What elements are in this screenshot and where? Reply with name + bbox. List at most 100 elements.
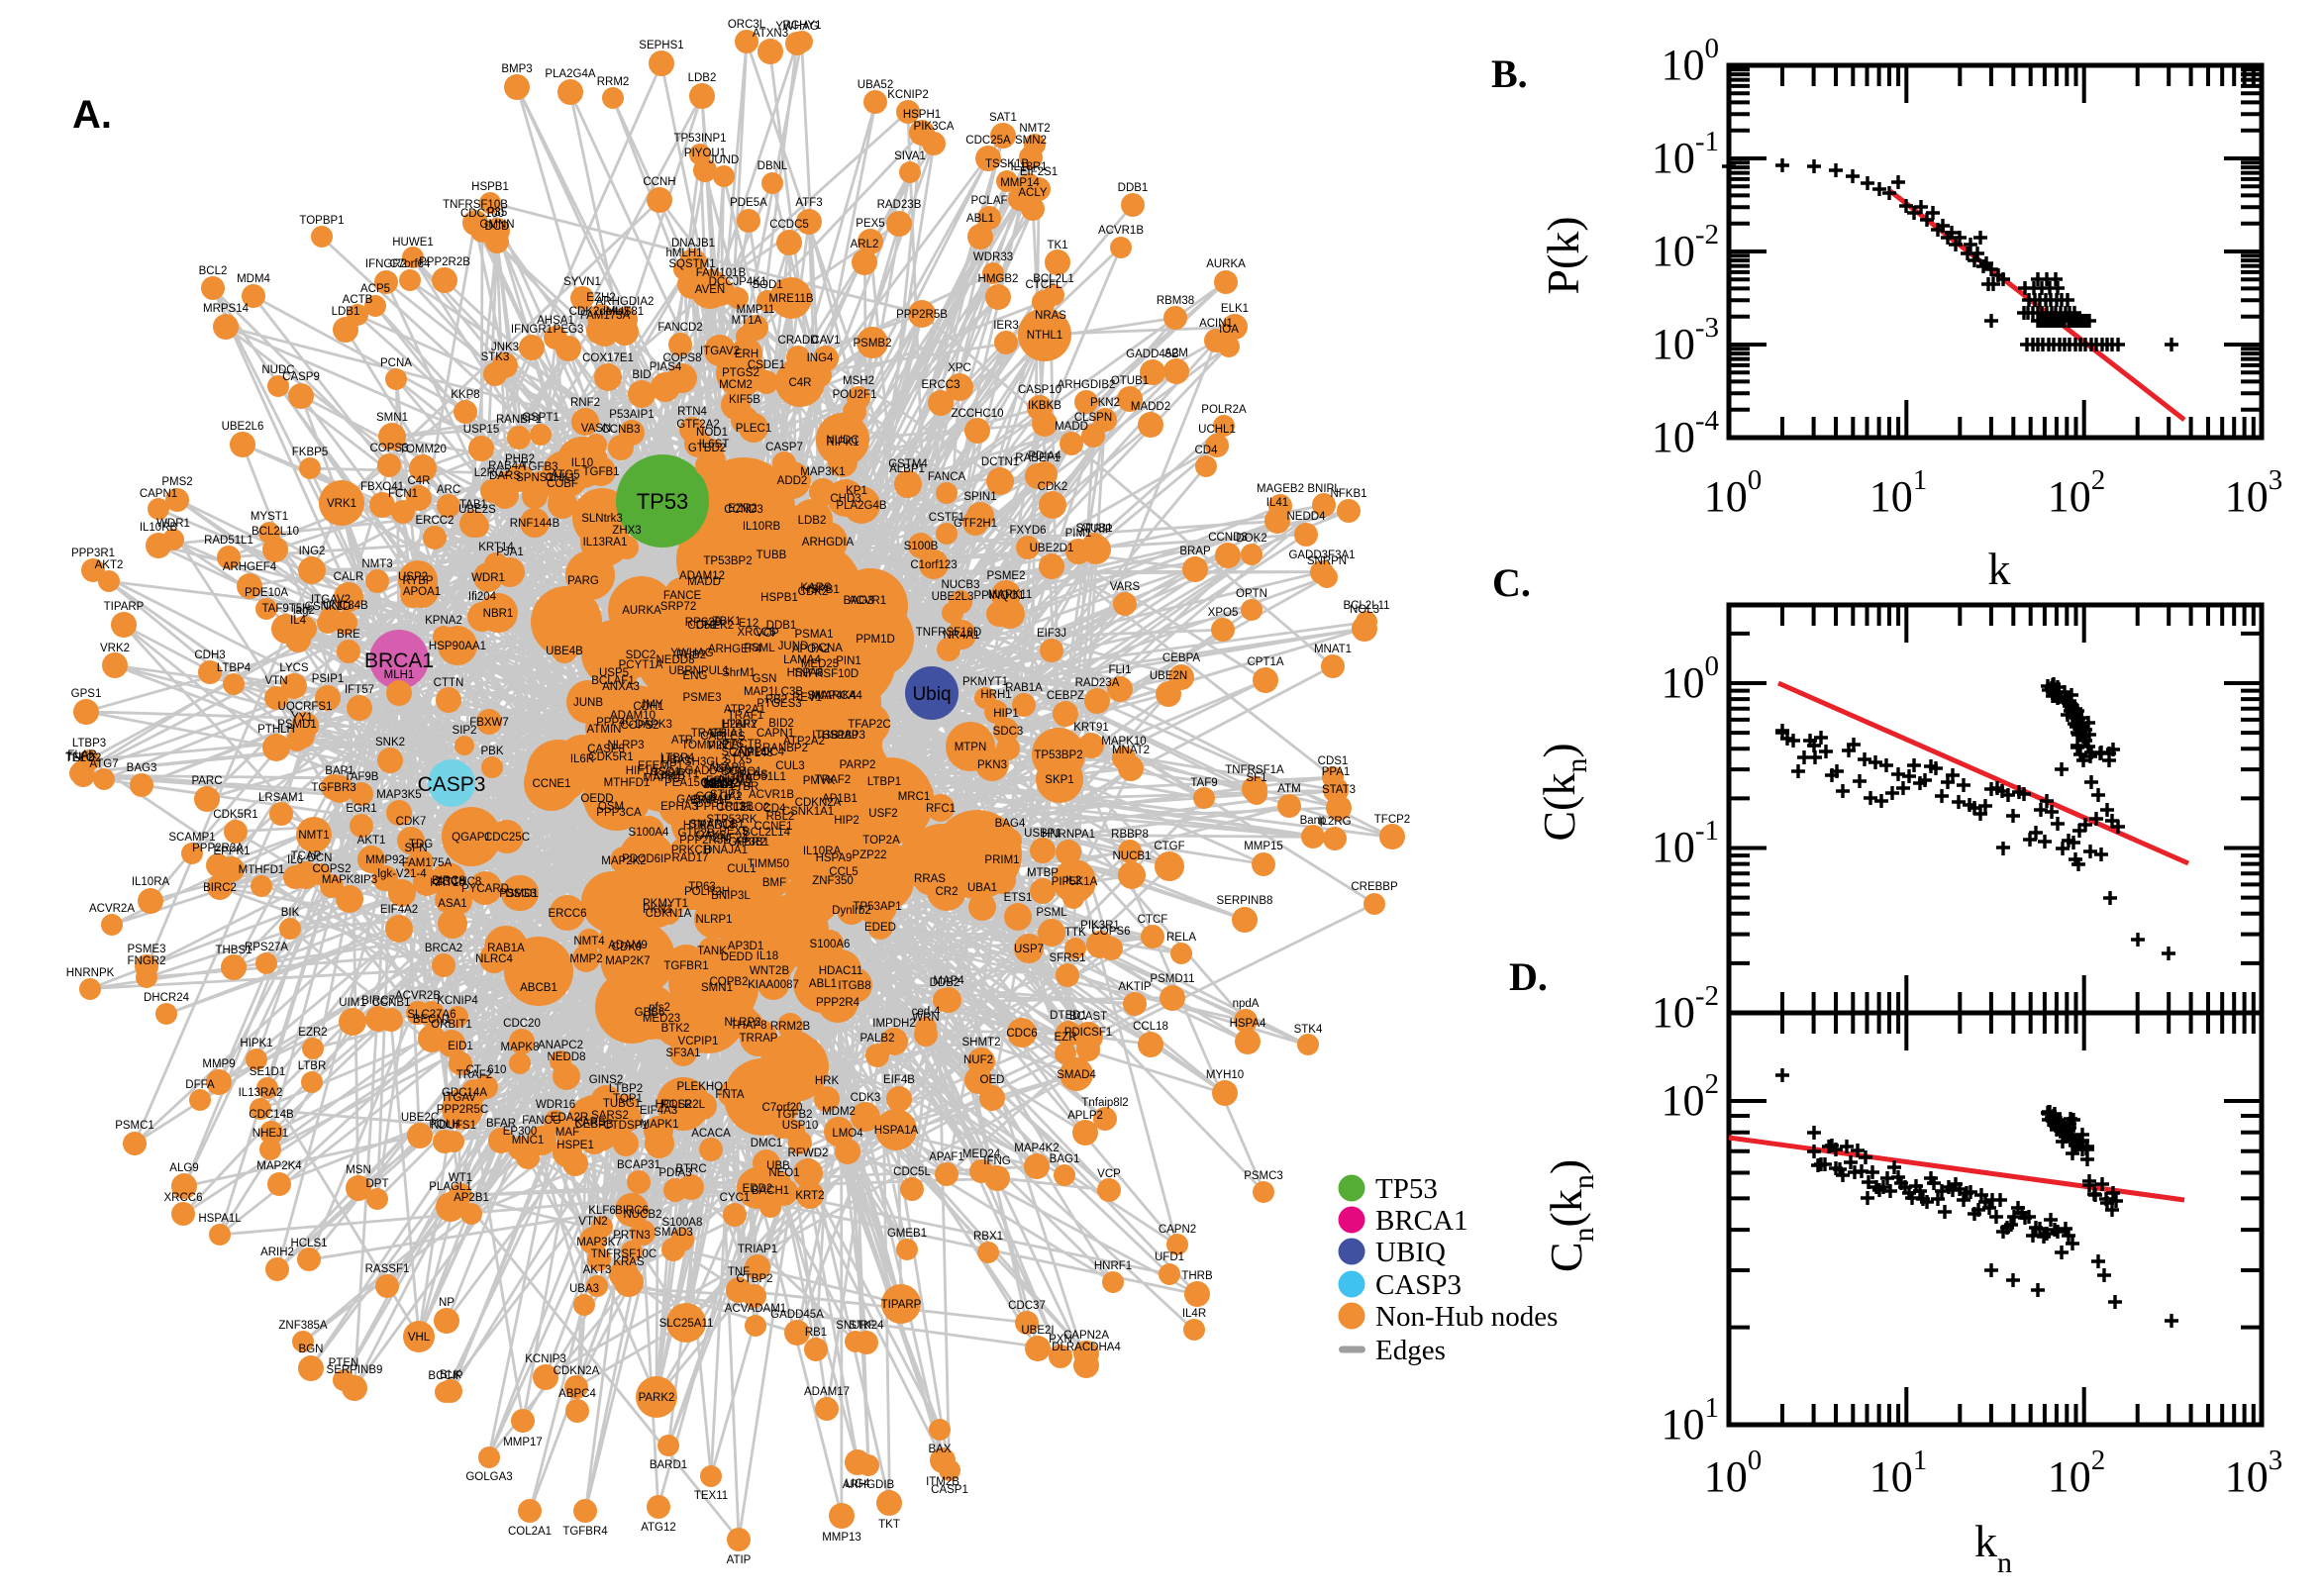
svg-text:IFT57: IFT57 [345, 684, 374, 696]
svg-text:ARHGDIA2: ARHGDIA2 [596, 296, 655, 308]
svg-text:BCL2: BCL2 [199, 265, 228, 277]
svg-text:STK3: STK3 [481, 351, 510, 363]
svg-text:GADD45G: GADD45G [685, 765, 740, 777]
svg-text:GINS2: GINS2 [589, 1074, 624, 1086]
svg-text:IL10RB: IL10RB [140, 522, 178, 534]
svg-text:SIP2: SIP2 [453, 725, 477, 737]
svg-text:Non-Hub nodes: Non-Hub nodes [1375, 1301, 1558, 1333]
svg-text:STK4: STK4 [1294, 1024, 1323, 1036]
svg-text:APAF1: APAF1 [929, 1151, 964, 1163]
svg-text:UBB: UBB [766, 1160, 790, 1172]
svg-text:SMARCA4: SMARCA4 [807, 690, 862, 702]
svg-text:ENG: ENG [683, 670, 708, 682]
svg-text:MAPK1: MAPK1 [641, 1119, 679, 1131]
svg-text:LTBP1: LTBP1 [867, 776, 901, 788]
svg-text:RBM38: RBM38 [1157, 295, 1194, 307]
svg-text:JUND: JUND [709, 154, 740, 166]
svg-text:PTHLH: PTHLH [257, 724, 295, 736]
svg-text:SCAMP1: SCAMP1 [721, 747, 767, 758]
svg-text:XPO5: XPO5 [1208, 607, 1239, 619]
svg-text:APOA1: APOA1 [403, 586, 441, 598]
svg-text:UBE4B: UBE4B [546, 646, 583, 657]
svg-text:HSPH1: HSPH1 [903, 109, 941, 121]
svg-text:PIN1: PIN1 [836, 655, 861, 667]
svg-text:NPLOC4: NPLOC4 [739, 747, 785, 758]
svg-text:KRT2: KRT2 [795, 1190, 824, 1202]
svg-text:RFWD2: RFWD2 [788, 1147, 829, 1159]
svg-text:SYVN1: SYVN1 [563, 276, 601, 288]
svg-text:PKN2: PKN2 [1090, 397, 1120, 409]
svg-text:MAP3K5: MAP3K5 [376, 789, 421, 801]
svg-text:IL10RA: IL10RA [803, 846, 842, 857]
svg-text:BAX: BAX [928, 1444, 951, 1455]
svg-text:SNURF: SNURF [836, 1320, 875, 1332]
svg-text:NRAS: NRAS [1035, 310, 1066, 322]
svg-text:TNFRSF10B: TNFRSF10B [443, 199, 508, 211]
svg-text:LMO4: LMO4 [832, 1128, 863, 1140]
svg-text:ORC3L: ORC3L [728, 19, 766, 31]
svg-text:IL10: IL10 [571, 457, 593, 469]
svg-text:CDC14B: CDC14B [249, 1109, 294, 1121]
svg-text:PMVK: PMVK [803, 775, 836, 787]
svg-text:MSN: MSN [346, 1164, 371, 1176]
svg-text:CTBP2: CTBP2 [736, 1273, 772, 1285]
svg-text:UBE2L3: UBE2L3 [932, 591, 974, 603]
svg-text:HIP1: HIP1 [993, 708, 1019, 720]
svg-text:PXN: PXN [1049, 1334, 1072, 1346]
svg-text:ACVR1: ACVR1 [849, 595, 886, 607]
svg-text:TTK: TTK [1064, 927, 1086, 939]
svg-text:RTN4: RTN4 [677, 406, 707, 418]
svg-text:MAP2K4: MAP2K4 [256, 1160, 302, 1172]
svg-text:RPS27A: RPS27A [245, 942, 288, 953]
svg-text:BCL2L1: BCL2L1 [1033, 273, 1074, 285]
svg-text:WNT2B: WNT2B [750, 965, 790, 977]
svg-text:ZNF148: ZNF148 [732, 748, 773, 759]
svg-text:TELO2: TELO2 [65, 752, 101, 764]
svg-text:Banp: Banp [1300, 815, 1327, 827]
svg-text:PSMD11: PSMD11 [1150, 973, 1194, 985]
svg-text:JNK3: JNK3 [491, 342, 519, 353]
svg-text:MAP2K2: MAP2K2 [601, 855, 646, 867]
svg-text:KLF6: KLF6 [588, 1205, 616, 1217]
svg-text:TP53BP2: TP53BP2 [1034, 749, 1082, 761]
svg-text:AURKA: AURKA [622, 605, 661, 617]
svg-text:EDA2R: EDA2R [551, 1112, 588, 1124]
svg-text:S100A4: S100A4 [629, 827, 670, 839]
svg-text:MMP2: MMP2 [569, 953, 602, 965]
svg-text:PPP4C: PPP4C [596, 717, 634, 729]
svg-text:RNF144B: RNF144B [510, 518, 560, 530]
svg-text:PLEC1: PLEC1 [736, 423, 771, 435]
svg-text:ATG7: ATG7 [89, 758, 118, 770]
svg-text:HCLS1: HCLS1 [290, 1238, 327, 1249]
svg-text:UCHL1: UCHL1 [1198, 424, 1236, 436]
svg-text:SDC2: SDC2 [626, 649, 656, 661]
svg-text:MED23: MED23 [643, 1013, 680, 1025]
svg-text:MAP4K2: MAP4K2 [1014, 1143, 1059, 1154]
svg-text:OPTN: OPTN [1236, 588, 1267, 600]
svg-text:USP2: USP2 [398, 571, 428, 583]
svg-text:HSPA8: HSPA8 [787, 667, 824, 679]
svg-text:CCNB3: CCNB3 [602, 424, 641, 436]
svg-text:BRAP: BRAP [1179, 546, 1211, 557]
svg-text:ATXN3: ATXN3 [753, 28, 788, 40]
svg-text:HIPK1: HIPK1 [240, 1038, 272, 1049]
svg-text:BRCA1: BRCA1 [364, 649, 434, 672]
svg-text:ITGAV: ITGAV [443, 1092, 476, 1104]
svg-text:NLRP3: NLRP3 [607, 740, 644, 751]
svg-text:CASP3: CASP3 [418, 773, 486, 796]
svg-text:PIAS4: PIAS4 [650, 361, 682, 373]
svg-text:WDR33: WDR33 [973, 251, 1013, 263]
svg-text:HSPA1L: HSPA1L [198, 1213, 242, 1225]
svg-text:SPIN1: SPIN1 [963, 491, 996, 503]
svg-text:A2M: A2M [1164, 348, 1188, 359]
svg-text:PTS: PTS [722, 739, 745, 750]
svg-text:XRCC6: XRCC6 [164, 1192, 203, 1204]
svg-text:CSTF1: CSTF1 [929, 512, 964, 524]
svg-text:YWHAG: YWHAG [775, 21, 819, 33]
svg-text:EGR1: EGR1 [346, 803, 376, 815]
svg-text:POLR2L: POLR2L [661, 1099, 706, 1111]
svg-text:IL2: IL2 [1065, 875, 1081, 887]
svg-text:OED: OED [980, 1074, 1005, 1086]
svg-text:STK24: STK24 [849, 1320, 884, 1332]
svg-text:IFNGR1: IFNGR1 [511, 324, 553, 336]
